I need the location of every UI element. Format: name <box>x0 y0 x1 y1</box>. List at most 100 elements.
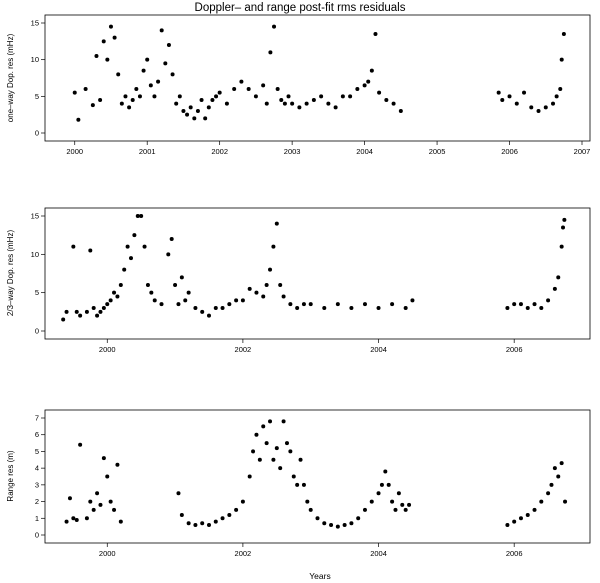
y-tick-label: 1 <box>35 514 39 523</box>
data-point <box>122 267 127 272</box>
data-point <box>290 101 295 106</box>
data-point <box>112 35 117 40</box>
data-point <box>373 32 378 36</box>
data-point <box>308 302 313 307</box>
data-point <box>169 237 174 241</box>
data-point <box>217 90 222 95</box>
data-point <box>94 54 99 58</box>
data-point <box>108 24 113 29</box>
data-point <box>179 512 184 517</box>
data-point <box>213 306 218 310</box>
data-point <box>562 217 567 222</box>
data-point <box>315 516 320 521</box>
data-point <box>274 221 279 226</box>
data-point <box>512 519 517 524</box>
data-point <box>240 499 245 504</box>
data-point <box>118 519 123 524</box>
panel-one-way-doppler: one–way Dop. res (mHz) 2000 2001 2002 2003 2… <box>6 14 591 156</box>
x-tick-label: 2006 <box>506 549 523 558</box>
data-point <box>112 290 117 295</box>
data-point <box>379 482 384 487</box>
data-point <box>192 116 197 121</box>
data-point <box>183 298 188 303</box>
y-tick-label: 0 <box>35 129 39 138</box>
data-point <box>119 101 124 106</box>
data-point <box>166 252 171 257</box>
data-point <box>274 446 279 451</box>
data-point <box>393 507 398 512</box>
data-point <box>78 442 83 447</box>
data-point <box>390 302 395 307</box>
y-tick-label: 7 <box>35 414 39 423</box>
data-point <box>152 298 157 303</box>
data-point <box>551 101 556 106</box>
data-point <box>170 72 175 77</box>
data-point <box>145 57 150 62</box>
data-point <box>95 491 100 496</box>
data-point <box>95 313 100 318</box>
data-point <box>101 456 106 461</box>
data-point <box>193 522 198 527</box>
data-point <box>78 313 83 318</box>
data-point <box>101 39 106 44</box>
y-tick-label: 15 <box>31 19 39 28</box>
data-point <box>251 449 256 454</box>
data-point <box>132 233 137 238</box>
data-point <box>108 499 113 504</box>
data-point <box>546 298 551 303</box>
data-point <box>512 302 517 307</box>
x-tick-label: 2005 <box>429 147 446 156</box>
data-point <box>561 225 566 230</box>
data-point <box>335 524 340 529</box>
data-point <box>152 94 157 99</box>
data-point <box>410 298 415 303</box>
data-point <box>561 32 566 36</box>
y-tick-label: 0 <box>35 531 39 540</box>
data-point <box>118 283 123 287</box>
data-point <box>261 424 266 429</box>
plot-frame <box>44 409 591 544</box>
data-point <box>507 94 512 99</box>
data-point <box>247 286 252 291</box>
data-point <box>145 283 150 287</box>
y-tick-label: 6 <box>35 430 39 439</box>
data-point <box>342 522 347 527</box>
data-point <box>195 109 200 113</box>
data-point <box>298 457 303 462</box>
panel-two-three-way-doppler: 2/3–way Dop. res (mHz) 2000 2002 2004 2006 0… <box>6 207 591 354</box>
y-tick-label: 10 <box>31 250 39 259</box>
data-point <box>549 482 554 487</box>
data-point <box>539 499 544 504</box>
data-point <box>176 491 181 496</box>
y-tick-label: 4 <box>35 464 39 473</box>
data-point <box>304 101 309 106</box>
data-point <box>398 109 403 113</box>
data-point <box>72 90 77 95</box>
data-point <box>554 94 559 99</box>
data-point <box>529 105 534 110</box>
data-point <box>76 117 81 122</box>
data-point <box>518 302 523 307</box>
data-point <box>254 432 259 437</box>
data-point <box>278 466 283 471</box>
data-point <box>295 482 300 487</box>
data-point <box>61 317 66 322</box>
y-axis-label: one–way Dop. res (mHz) <box>6 33 15 122</box>
data-point <box>532 302 537 307</box>
y-axis-label: 2/3–way Dop. res (mHz) <box>6 230 15 317</box>
y-tick-label: 5 <box>35 288 39 297</box>
data-point <box>543 105 548 110</box>
data-point <box>214 94 219 99</box>
data-point <box>88 499 93 504</box>
data-point <box>105 57 110 62</box>
y-tick-label: 2 <box>35 497 39 506</box>
data-point <box>220 516 225 521</box>
data-point <box>403 306 408 310</box>
data-point <box>173 283 178 287</box>
data-point <box>391 101 396 106</box>
data-point <box>105 474 110 479</box>
data-point <box>246 87 251 91</box>
data-point <box>163 61 168 66</box>
data-point <box>559 461 564 466</box>
